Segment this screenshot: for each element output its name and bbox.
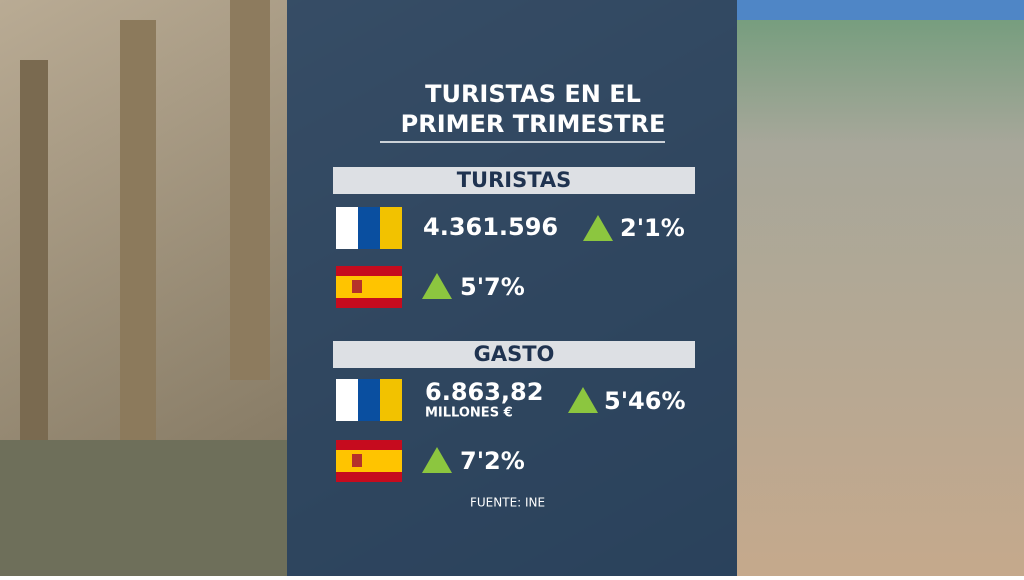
canary-flag bbox=[336, 379, 402, 421]
value: 4.361.596 bbox=[423, 213, 558, 241]
section-bar bbox=[333, 167, 695, 194]
canary-flag bbox=[336, 207, 402, 249]
section-bar bbox=[333, 341, 695, 368]
change: 5'46% bbox=[604, 387, 686, 415]
sky bbox=[737, 0, 1024, 20]
palm-trunk bbox=[120, 20, 156, 440]
spain-flag bbox=[336, 266, 402, 308]
up-arrow bbox=[422, 447, 452, 473]
change: 5'7% bbox=[460, 273, 525, 301]
change: 2'1% bbox=[620, 214, 685, 242]
spain-flag bbox=[336, 440, 402, 482]
value: 6.863,82 bbox=[425, 378, 543, 406]
up-arrow bbox=[583, 215, 613, 241]
section-heading: GASTO bbox=[474, 342, 555, 366]
change: 7'2% bbox=[460, 447, 525, 475]
up-arrow bbox=[568, 387, 598, 413]
wall bbox=[0, 440, 287, 576]
unit: MILLONES € bbox=[425, 406, 513, 421]
background-right bbox=[737, 0, 1024, 576]
palm-trunk bbox=[230, 0, 270, 380]
title: TURISTAS EN EL bbox=[425, 80, 641, 108]
source: FUENTE: INE bbox=[470, 496, 545, 510]
section-heading: TURISTAS bbox=[457, 168, 572, 192]
up-arrow bbox=[422, 273, 452, 299]
title: PRIMER TRIMESTRE bbox=[401, 110, 666, 138]
